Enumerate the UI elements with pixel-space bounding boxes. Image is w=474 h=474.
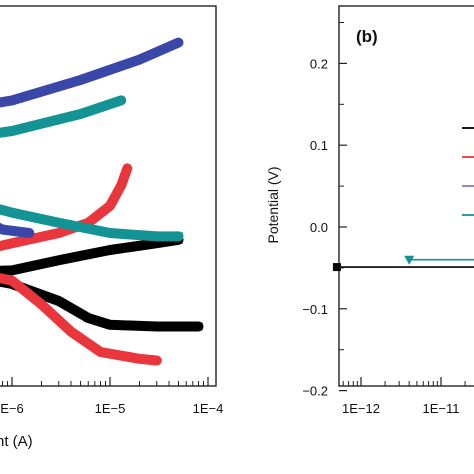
panel-a-x-tick-label-1: 1E−5 xyxy=(95,401,126,416)
panel-a-series-layer xyxy=(0,37,204,366)
panel-a-series-marker-1-1 xyxy=(106,320,114,329)
panel-a-series-marker-0-0 xyxy=(54,256,63,265)
panel-b-y-tick-label-0: 0.2 xyxy=(310,56,328,71)
panel-a-series-line-5 xyxy=(0,222,35,238)
panel-a-series-line-6 xyxy=(0,95,127,138)
panel-b-y-tick-label-4: −0.2 xyxy=(302,384,328,399)
panel-b-x-axis: 1E−12 1E−11 xyxy=(342,377,466,416)
panel-b-x-tick-label-0: 1E−12 xyxy=(342,401,380,416)
panel-b-y-tick-label-2: 0.0 xyxy=(310,220,328,235)
panel-a-series-marker-0-1 xyxy=(106,246,114,254)
panel-a-series-marker-7-0 xyxy=(53,218,64,228)
panel-b-series-marker-0 xyxy=(332,263,341,272)
panel-a: E−6 1E−5 1E−4 nt (A) xyxy=(0,5,223,450)
panel-a-series-marker-1-3 xyxy=(194,322,203,331)
panel-a-series-marker-7-1 xyxy=(105,229,115,238)
panel-a-series-marker-7-3 xyxy=(173,232,184,242)
panel-b-x-tick-label-1: 1E−11 xyxy=(423,401,460,416)
panel-a-series-marker-7-2 xyxy=(151,232,162,242)
panel-a-series-line-1 xyxy=(0,276,204,332)
panel-b-label: (b) xyxy=(356,27,378,46)
panel-a-series-marker-1-2 xyxy=(152,322,161,331)
panel-b-series-layer xyxy=(332,255,474,272)
panel-b-plot-frame xyxy=(338,5,474,387)
panel-a-x-axis: E−6 1E−5 1E−4 xyxy=(0,377,223,416)
panel-a-x-tick-label-0: E−6 xyxy=(0,401,24,416)
panel-a-x-tick-label-2: 1E−4 xyxy=(193,401,224,416)
panel-b-series-marker-1 xyxy=(404,255,415,265)
panel-b-y-tick-label-3: −0.1 xyxy=(302,302,328,317)
panel-a-plot-frame xyxy=(0,5,217,387)
panel-b-y-axis: 0.2 0.1 0.0 −0.1 −0.2 xyxy=(302,22,347,399)
panel-b: (b) 0.2 0.1 0.0 −0.1 −0.2 1E−12 1E−11 Potenti… xyxy=(265,5,474,416)
panel-a-x-axis-label: nt (A) xyxy=(0,433,33,450)
panel-a-series-line-2 xyxy=(0,273,162,366)
panel-a-series-line-4 xyxy=(0,37,184,108)
panel-a-series-marker-1-0 xyxy=(84,314,93,322)
panel-b-legend xyxy=(462,127,474,216)
panel-b-y-axis-label: Potential (V) xyxy=(265,166,281,243)
panel-b-y-tick-label-1: 0.1 xyxy=(310,138,328,153)
panel-a-series-marker-0-2 xyxy=(152,239,161,248)
